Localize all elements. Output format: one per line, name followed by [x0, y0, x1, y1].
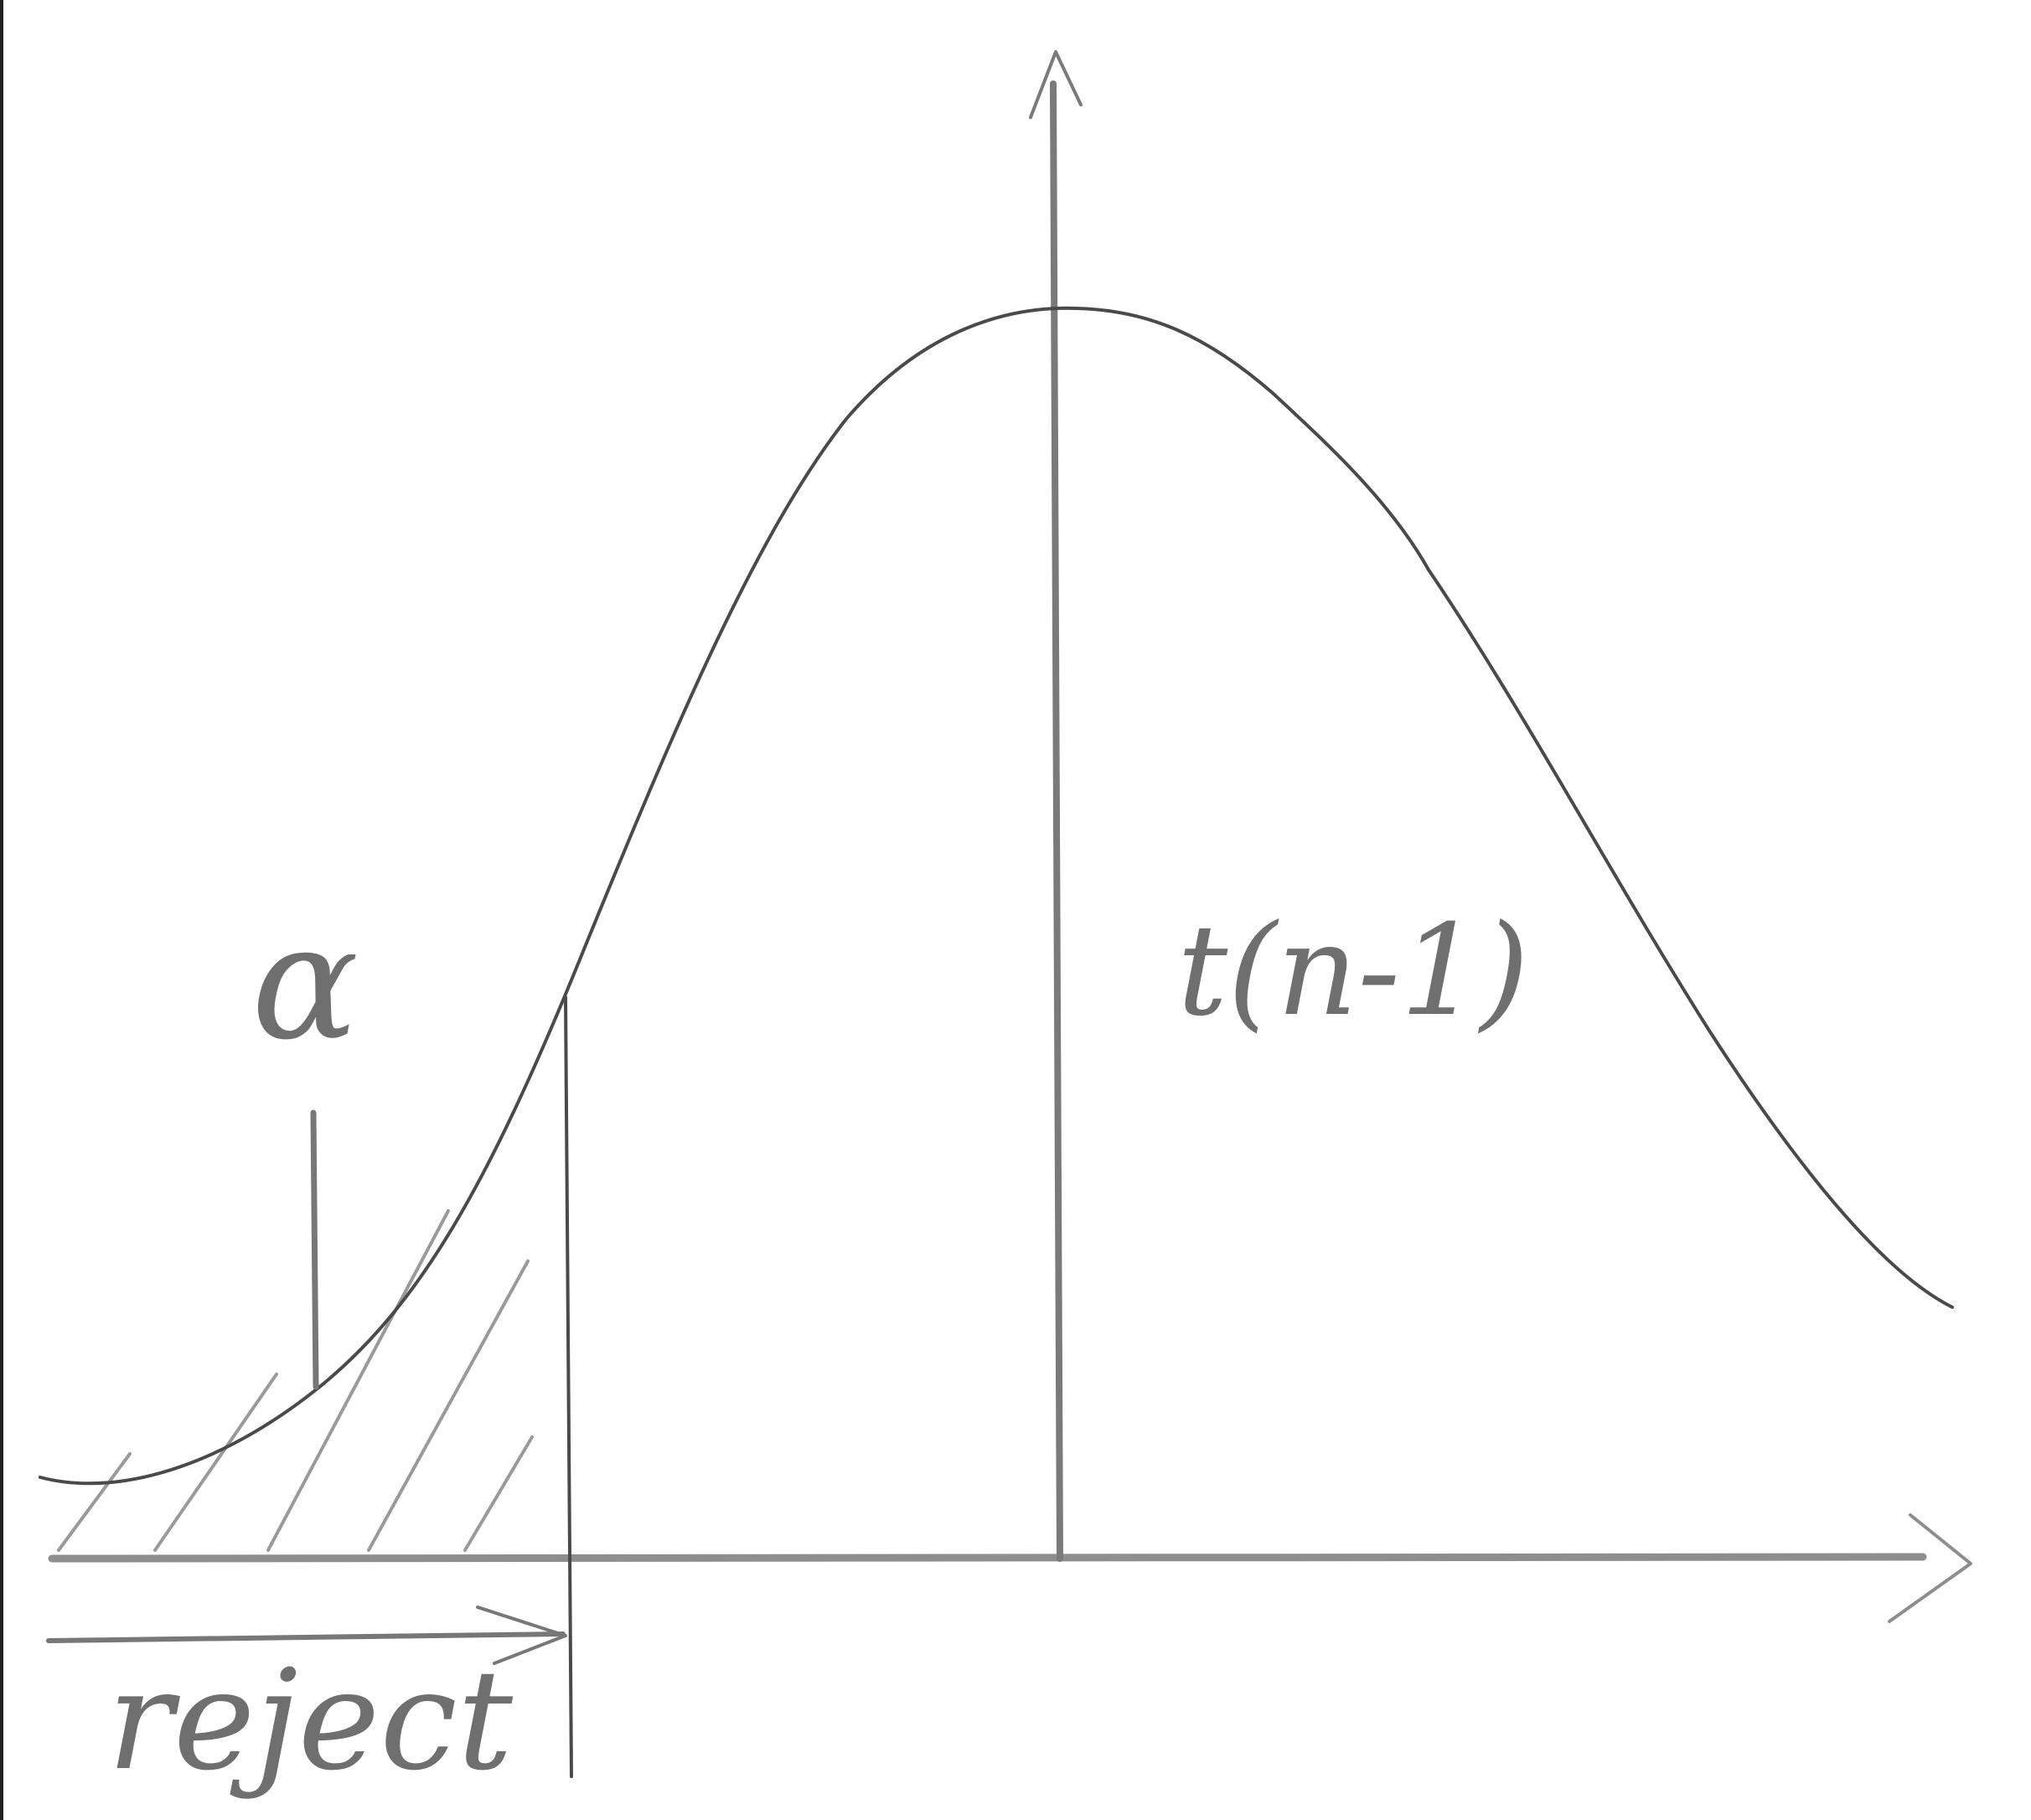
- y-axis-line: [1050, 80, 1063, 1562]
- y-axis-arrowhead: [1029, 50, 1083, 119]
- reject-arrow: [46, 1605, 567, 1665]
- x-axis-arrowhead: [1888, 1513, 1972, 1623]
- y-axis: [1029, 50, 1083, 1562]
- reject-arrow-head: [476, 1605, 567, 1665]
- x-axis: [48, 1513, 1972, 1623]
- rejection-region-hatching: [57, 1209, 534, 1552]
- density-curve: [39, 306, 1954, 1486]
- critical-value-line: [564, 995, 573, 1778]
- alpha-label: α: [251, 890, 359, 1075]
- page-edge: [0, 0, 3, 1820]
- distribution-label: t(n-1): [1177, 898, 1529, 1044]
- reject-label: reject: [107, 1640, 514, 1801]
- alpha-pointer: [310, 1109, 319, 1390]
- reject-arrow-shaft: [46, 1631, 566, 1643]
- x-axis-line: [48, 1553, 1927, 1563]
